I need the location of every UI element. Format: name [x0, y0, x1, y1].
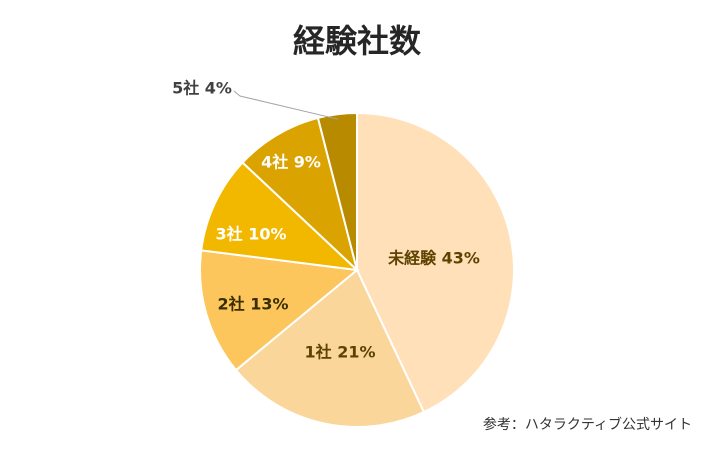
- data-label-6: 5社 4%: [172, 79, 232, 98]
- pie-slice-1: [356, 111, 515, 414]
- data-label-4: 3社 10%: [215, 225, 286, 244]
- data-label-3: 2社 13%: [217, 295, 288, 314]
- pie-slice-3: [199, 249, 360, 372]
- data-label-2: 1社 21%: [304, 343, 375, 362]
- data-label-1: 未経験 43%: [387, 249, 480, 268]
- pie-slice-5: [241, 116, 359, 274]
- pie-slice-2: [234, 268, 426, 428]
- source-note: 参考：ハタラクティブ公式サイト: [482, 417, 692, 433]
- chart-title: 経験社数: [292, 22, 421, 60]
- pie-slice-4: [200, 161, 360, 272]
- leader-line: [233, 90, 339, 120]
- data-label-5: 4社 9%: [261, 153, 321, 172]
- pie-slice-6: [316, 111, 358, 271]
